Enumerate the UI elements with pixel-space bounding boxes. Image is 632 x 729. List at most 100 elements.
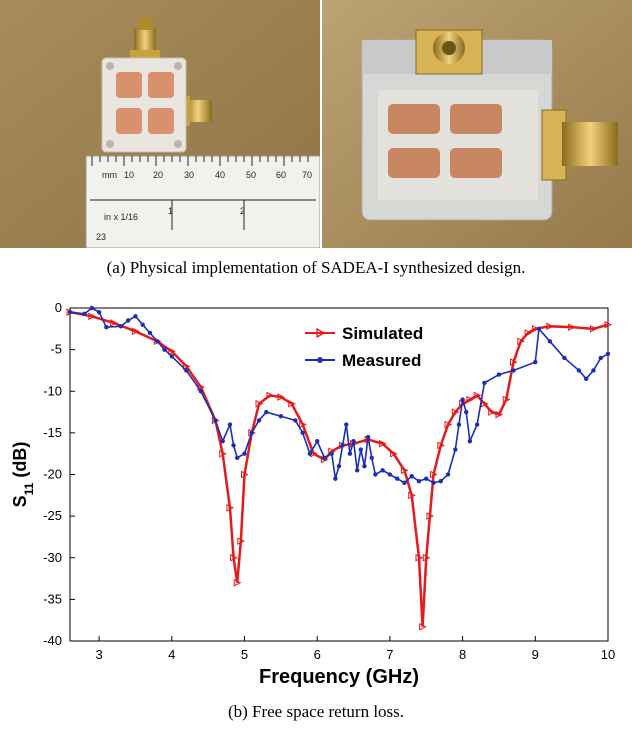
measured-point — [591, 368, 596, 373]
simulated-point — [451, 408, 460, 416]
measured-point — [358, 447, 364, 452]
ruler-mm-tick-2: 20 — [153, 170, 163, 180]
measured-point — [402, 480, 407, 486]
measured-point — [598, 355, 603, 361]
measured-point — [416, 478, 422, 484]
measured-point — [314, 439, 320, 444]
measured-point — [133, 314, 138, 319]
y-axis-label-sub: 11 — [22, 482, 36, 495]
figure-a-photos: mm 10 20 30 40 50 60 70 in x 1/16 1 2 23 — [0, 0, 632, 248]
measured-point — [496, 372, 502, 377]
measured-point — [576, 368, 582, 373]
simulated-point — [131, 327, 140, 336]
measured-point — [547, 339, 553, 344]
ruler-mm-tick-3: 30 — [184, 170, 194, 180]
ruler-mm-tick-1: 10 — [124, 170, 134, 180]
measured-point — [125, 318, 131, 323]
measured-point — [351, 439, 356, 444]
measured-point — [394, 476, 400, 481]
measured-point — [198, 389, 204, 394]
measured-point — [249, 430, 254, 436]
simulated-point — [568, 323, 576, 331]
y-tick-label: -30 — [43, 550, 62, 565]
patch-4 — [148, 108, 174, 134]
measured-point — [220, 439, 225, 444]
simulated-point — [379, 439, 387, 448]
simulated-point — [430, 470, 438, 479]
measured-point — [155, 339, 160, 344]
simulated-point — [288, 399, 296, 408]
simulated-point — [419, 623, 427, 631]
measured-point — [354, 468, 360, 473]
measured-point — [453, 447, 458, 452]
sma-connector-side — [541, 109, 618, 181]
measured-point — [333, 476, 338, 481]
patch-side-1 — [388, 104, 440, 134]
simulated-point — [390, 449, 398, 458]
y-tick-label: -10 — [43, 383, 62, 398]
patch-side-2 — [450, 104, 502, 134]
return-loss-chart: 3 4 5 6 7 8 9 10 0 -5 -10 -15 -20 -25 -30 -35 -40 Simula… — [10, 300, 615, 688]
measured-point — [562, 355, 567, 361]
x-tick-label: 7 — [386, 647, 393, 662]
legend-marker-simulated — [316, 327, 326, 339]
caption-b: (b) Free space return loss. — [227, 702, 405, 721]
simulated-point — [524, 329, 533, 337]
measured-point — [231, 443, 236, 448]
simulated-point — [502, 395, 511, 404]
simulated-point — [230, 553, 238, 562]
measured-point — [213, 418, 218, 423]
legend: Simulated Measured — [305, 324, 423, 370]
simulated-point — [488, 408, 496, 416]
measured-point — [300, 430, 305, 436]
legend-label-simulated: Simulated — [342, 324, 423, 343]
measured-point — [147, 330, 153, 336]
measured-point — [467, 439, 473, 444]
measured-point — [482, 380, 487, 386]
ruler-mm-tick-5: 50 — [246, 170, 256, 180]
measured-point — [536, 326, 542, 332]
simulated-point — [168, 347, 176, 356]
antenna-top-photo: mm 10 20 30 40 50 60 70 in x 1/16 1 2 23 — [0, 0, 320, 248]
measured-point — [322, 455, 327, 461]
measured-point — [184, 368, 189, 373]
ruler: mm 10 20 30 40 50 60 70 in x 1/16 1 2 23 — [85, 155, 320, 248]
measured-point — [583, 376, 589, 381]
measured-point — [445, 472, 451, 477]
measured-point — [82, 311, 87, 317]
simulated-point — [466, 395, 474, 404]
y-axis-label-unit: (dB) — [10, 442, 30, 483]
simulated-point — [182, 362, 191, 371]
simulated-point — [408, 491, 416, 500]
measured-point — [533, 359, 538, 365]
measured-point — [89, 305, 95, 311]
simulated-point — [233, 578, 242, 587]
measured-point — [140, 322, 145, 327]
x-axis-label: Frequency (GHz) — [259, 666, 419, 688]
measured-point — [424, 476, 429, 481]
measured-point — [169, 354, 174, 359]
measured-point — [162, 347, 167, 352]
patch-2 — [148, 72, 174, 98]
measured-point — [264, 409, 269, 415]
measured-point — [365, 434, 371, 440]
measured-point — [460, 397, 465, 402]
simulated-point — [226, 503, 235, 512]
simulated-point — [444, 420, 453, 429]
simulated-point — [88, 312, 96, 321]
x-tick-label: 4 — [168, 647, 175, 662]
measured-point — [278, 414, 284, 419]
measured-point — [456, 422, 462, 427]
measured-point — [605, 351, 611, 356]
simulated-point — [266, 391, 275, 400]
x-tick-label: 10 — [601, 647, 615, 662]
simulated-point — [219, 449, 227, 458]
measured-point — [235, 455, 240, 461]
y-tick-label: -25 — [43, 508, 62, 523]
patch-side-4 — [450, 148, 502, 178]
measured-point — [307, 451, 313, 456]
measured-point — [96, 309, 102, 315]
simulated-point — [604, 320, 613, 329]
measured-point — [67, 309, 73, 315]
caption-a: (a) Physical implementation of SADEA-I s… — [106, 258, 526, 277]
